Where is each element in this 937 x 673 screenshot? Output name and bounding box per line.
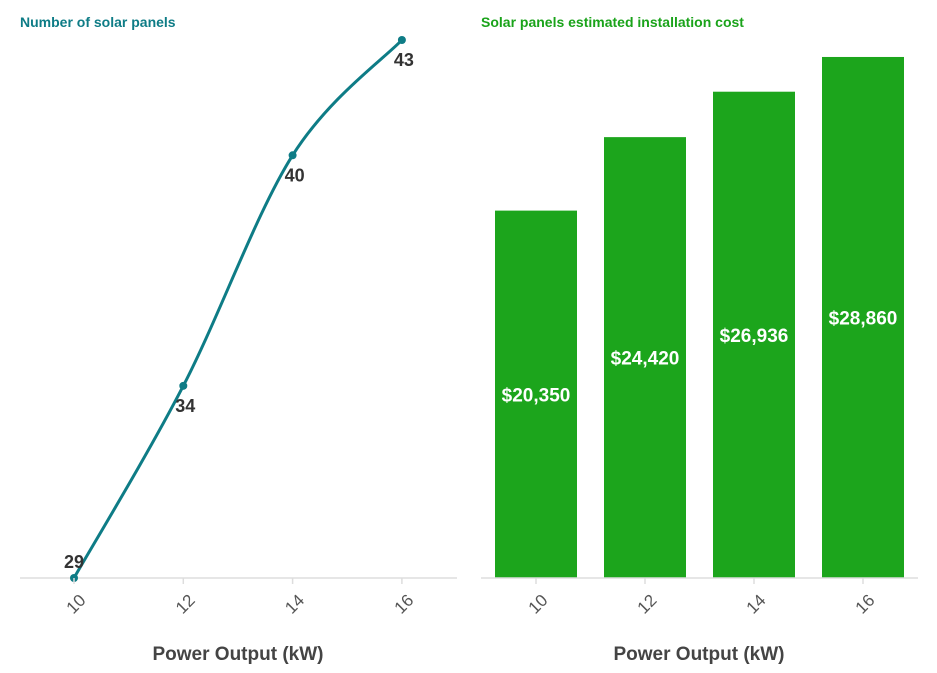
bar: [495, 210, 577, 579]
series-line: [72, 38, 403, 579]
data-label: 40: [285, 165, 305, 185]
data-label: 29: [64, 552, 84, 572]
data-point: [179, 381, 188, 390]
x-tick-label: 12: [172, 591, 199, 618]
panels-count-plot: 29 10 34 12 40 14 43 16 Power Output (kW): [20, 36, 457, 665]
x-tick-label: 14: [281, 591, 308, 618]
data-label: $24,420: [611, 349, 680, 370]
x-tick-label: 10: [525, 591, 552, 618]
data-point: [397, 36, 406, 44]
bar: [713, 91, 795, 578]
x-tick-label: 12: [634, 591, 661, 618]
data-label: 34: [175, 396, 195, 416]
bar: [604, 137, 686, 579]
data-label: $26,936: [720, 326, 789, 347]
data-label: 43: [394, 50, 414, 70]
data-label: $20,350: [502, 385, 571, 406]
bar: [822, 56, 904, 579]
x-tick-label: 16: [852, 591, 879, 618]
data-point: [288, 151, 297, 160]
chart-title: Solar panels estimated installation cost: [481, 14, 744, 30]
x-axis-title: Power Output (kW): [614, 644, 785, 665]
x-axis-title: Power Output (kW): [153, 644, 324, 665]
installation-cost-chart: Solar panels estimated installation cost…: [468, 0, 937, 673]
panels-count-chart: Number of solar panels 29 10 34 12 40 14 43 16 P…: [0, 0, 468, 673]
installation-cost-plot: $20,350 10 $24,420 12 $26,936 14 $28,860 16 Powe…: [481, 56, 918, 665]
data-label: $28,860: [829, 308, 898, 329]
x-tick-label: 10: [63, 591, 90, 618]
x-tick-label: 16: [391, 591, 418, 618]
x-tick-label: 14: [743, 591, 770, 618]
chart-title: Number of solar panels: [20, 14, 176, 30]
